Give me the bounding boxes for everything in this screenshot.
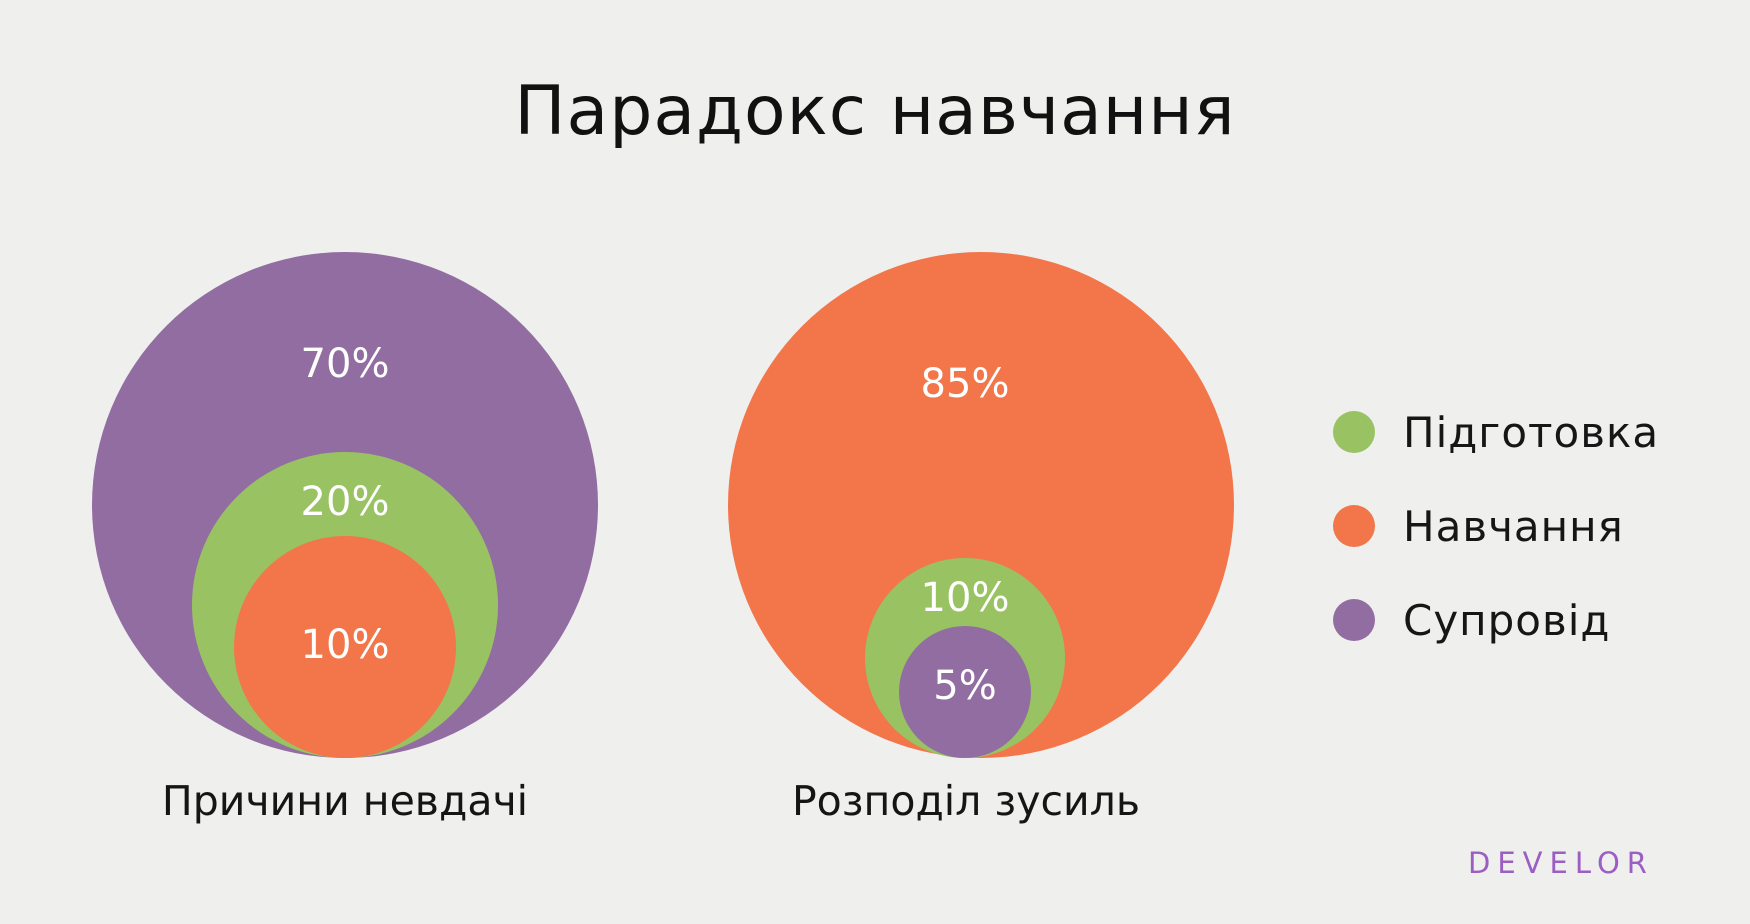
- data-label-inner: 10%: [301, 622, 390, 668]
- circle-inner: [234, 536, 456, 758]
- chart-title-effort-distribution: Розподіл зусиль: [791, 777, 1141, 825]
- data-label-outer: 70%: [301, 341, 390, 387]
- circle-outer: [728, 252, 1234, 758]
- legend-swatch: [1333, 599, 1375, 641]
- legend-item-support: Супровід: [1333, 573, 1659, 667]
- data-label-middle: 20%: [301, 479, 390, 525]
- legend: Підготовка Навчання Супровід: [1333, 385, 1659, 667]
- chart-title-causes-of-failure: Причини невдачі: [161, 777, 529, 825]
- chart-effort-distribution: 85% 10% 5%: [728, 252, 1234, 758]
- data-label-inner: 5%: [933, 663, 996, 709]
- develor-logo: DEVELOR: [1468, 846, 1654, 880]
- legend-label: Супровід: [1403, 595, 1611, 645]
- chart-causes-of-failure: 70% 20% 10%: [92, 252, 598, 758]
- legend-label: Навчання: [1403, 501, 1624, 551]
- data-label-middle: 10%: [921, 575, 1010, 621]
- legend-swatch: [1333, 411, 1375, 453]
- legend-item-training: Навчання: [1333, 479, 1659, 573]
- circle-inner: [899, 626, 1031, 758]
- data-label-outer: 85%: [921, 361, 1010, 407]
- legend-label: Підготовка: [1403, 407, 1660, 457]
- legend-swatch: [1333, 505, 1375, 547]
- legend-item-preparation: Підготовка: [1333, 385, 1659, 479]
- page-title: Парадокс навчання: [514, 72, 1236, 151]
